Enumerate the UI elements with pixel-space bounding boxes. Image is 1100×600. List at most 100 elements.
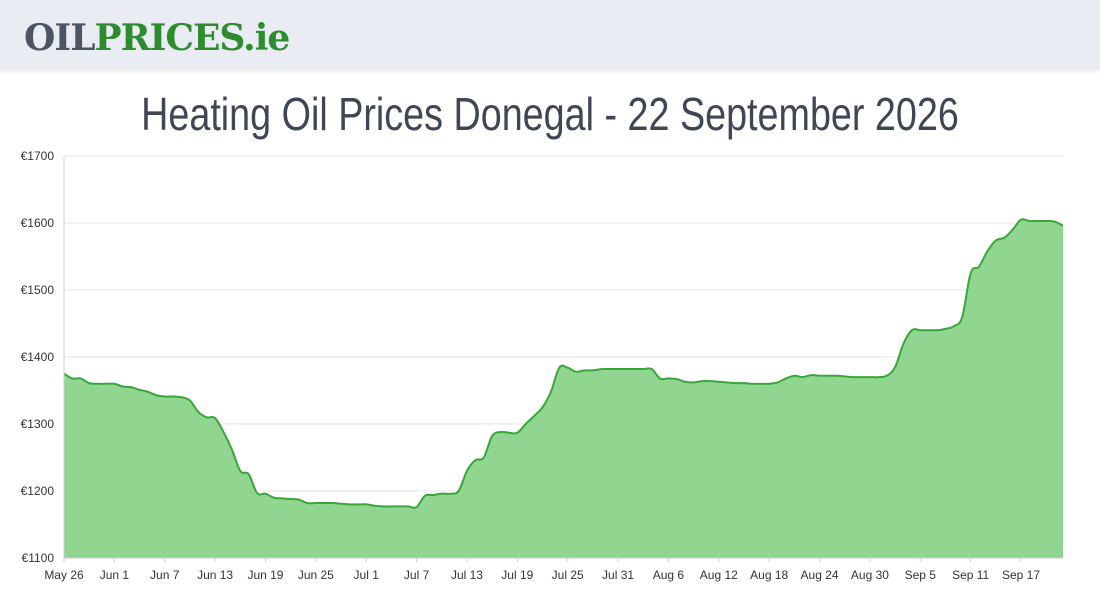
x-tick-label: Jun 7 [150, 568, 180, 582]
data-point [936, 329, 938, 331]
data-point [911, 329, 913, 331]
data-point [433, 494, 435, 496]
x-tick-label: Sep 17 [1002, 568, 1040, 582]
data-point [760, 383, 762, 385]
price-area [64, 219, 1063, 559]
data-point [525, 423, 527, 425]
data-point [634, 368, 636, 370]
data-point [894, 366, 896, 368]
data-point [1012, 229, 1014, 231]
x-tick-label: Jun 1 [100, 568, 130, 582]
data-point [139, 389, 141, 391]
x-tick-label: Jun 25 [298, 568, 334, 582]
site-logo[interactable]: OILPRICES.ie [24, 16, 290, 60]
data-point [752, 383, 754, 385]
data-point [609, 368, 611, 370]
data-point [592, 370, 594, 372]
data-point [852, 376, 854, 378]
data-point [181, 396, 183, 398]
data-point [810, 374, 812, 376]
data-point [206, 417, 208, 419]
data-point [365, 504, 367, 506]
data-point [256, 492, 258, 494]
data-point [491, 435, 493, 437]
data-point [1003, 237, 1005, 239]
data-point [768, 383, 770, 385]
data-point [684, 381, 686, 383]
data-point [928, 329, 930, 331]
chart-axes: €1100 €1200 €1300 €1400 €1500 €1600 €1700 May 2… [21, 149, 1063, 582]
data-point [903, 343, 905, 345]
data-point [80, 378, 82, 380]
data-point [458, 490, 460, 492]
data-point [374, 505, 376, 507]
data-point [88, 382, 90, 384]
y-tick-label: €1700 [21, 149, 55, 163]
data-point [794, 375, 796, 377]
logo-prices-text: PRICES [94, 17, 245, 59]
data-point [189, 400, 191, 402]
data-point [1029, 220, 1031, 222]
y-tick-label: €1200 [21, 484, 55, 498]
data-point [575, 371, 577, 373]
data-point [567, 367, 569, 369]
data-point [886, 375, 888, 377]
data-point [122, 386, 124, 388]
site-header: OILPRICES.ie [0, 0, 1100, 70]
data-point [710, 380, 712, 382]
data-point [449, 493, 451, 495]
data-point [600, 368, 602, 370]
data-point [559, 367, 561, 369]
data-point [298, 499, 300, 501]
data-point [1054, 221, 1056, 223]
data-point [676, 378, 678, 380]
data-point [693, 382, 695, 384]
data-point [273, 497, 275, 499]
data-point [1045, 220, 1047, 222]
data-point [340, 503, 342, 505]
data-point [281, 498, 283, 500]
x-tick-label: Jun 13 [197, 568, 233, 582]
data-point [533, 415, 535, 417]
data-point [156, 394, 158, 396]
data-point [919, 329, 921, 331]
data-point [239, 470, 241, 472]
data-point [542, 406, 544, 408]
data-point [466, 470, 468, 472]
data-point [726, 382, 728, 384]
data-point [995, 240, 997, 242]
logo-ie-text: .ie [243, 17, 290, 59]
data-point [978, 266, 980, 268]
data-point [147, 391, 149, 393]
data-point [819, 375, 821, 377]
y-tick-label: €1500 [21, 283, 55, 297]
data-point [231, 449, 233, 451]
x-tick-label: Jul 13 [451, 568, 483, 582]
data-point [836, 375, 838, 377]
data-point [743, 382, 745, 384]
y-tick-label: €1600 [21, 216, 55, 230]
data-point [869, 376, 871, 378]
data-point [130, 386, 132, 388]
data-point [617, 368, 619, 370]
data-point [651, 368, 653, 370]
data-point [584, 370, 586, 372]
data-point [483, 457, 485, 459]
x-tick-label: Aug 12 [700, 568, 738, 582]
data-point [945, 328, 947, 330]
data-point [659, 378, 661, 380]
data-point [407, 506, 409, 508]
data-point [172, 396, 174, 398]
data-point [349, 504, 351, 506]
y-tick-label: €1300 [21, 417, 55, 431]
data-point [424, 495, 426, 497]
data-point [1020, 219, 1022, 221]
x-tick-label: Aug 6 [653, 568, 685, 582]
data-point [500, 431, 502, 433]
data-point [391, 506, 393, 508]
data-point [214, 417, 216, 419]
x-tick-label: Jul 31 [602, 568, 634, 582]
data-point [785, 378, 787, 380]
x-tick-label: Jul 19 [501, 568, 533, 582]
